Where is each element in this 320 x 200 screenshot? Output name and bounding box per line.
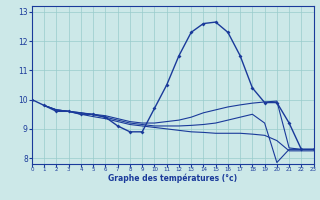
X-axis label: Graphe des températures (°c): Graphe des températures (°c) — [108, 173, 237, 183]
